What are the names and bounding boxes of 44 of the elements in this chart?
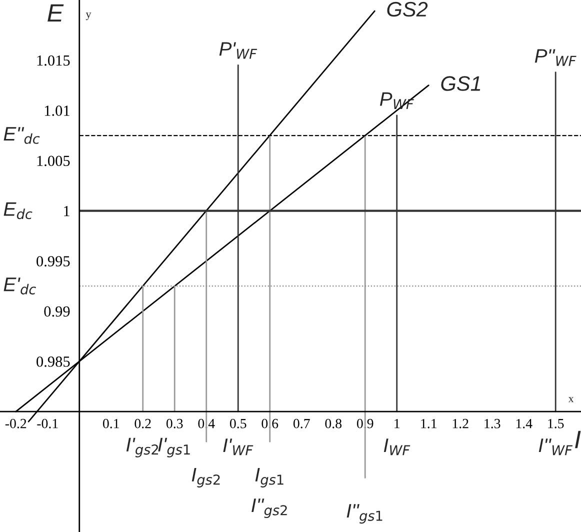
annotation: y [86,12,92,20]
y-tick-label: 0.995 [36,256,70,266]
x-tick-label: -0.2 [5,418,26,428]
annotation: x [568,397,574,402]
annotation: I''$_{gs1}$ [346,504,382,524]
x-tick-label: 0.5 [230,418,246,428]
annotation: I''$_{WF}$ [538,438,573,456]
x-tick-label: 0.7 [293,418,310,428]
y-tick-label: 1 [64,206,70,216]
annotation: P'$_{WF}$ [219,42,258,59]
annotation: I$_{gs2}$ [192,468,220,488]
y-tick-label: 0.99 [44,306,70,317]
x-tick-label: 0.4 [198,418,215,428]
annotation: I''$_{gs2}$ [252,498,287,518]
x-tick-label: 1.3 [484,418,500,428]
y-tick-label: 0.985 [36,356,70,367]
annotation: I$_{gs1}$ [255,468,284,488]
x-tick-label: 1.5 [548,418,564,428]
x-tick-label: 0.8 [325,418,342,428]
x-tick-label: -0.1 [37,418,58,428]
series-label: GS2 [387,2,428,17]
x-axis-title: I [575,430,581,448]
ref-line-label: E'$_{dc}$ [4,278,36,294]
x-tick-label: 0.6 [262,418,278,428]
x-tick-label: 1.2 [452,418,468,428]
annotation: I'$_{gs2}$ [126,438,158,458]
x-tick-label: 0.1 [102,418,119,428]
x-tick-label: 0.9 [356,418,374,428]
x-tick-label: 1 [394,418,400,428]
y-tick-label: 1.015 [37,55,70,66]
annotation: I$_{WF}$ [384,438,410,456]
x-tick-label: 0.2 [134,418,151,428]
annotation: P''$_{WF}$ [534,49,576,66]
y-tick-label: 1.005 [37,156,70,166]
ref-line-label: E''$_{dc}$ [4,127,40,144]
x-tick-label: 1.4 [516,418,532,428]
y-axis-title: E [48,4,64,22]
x-tick-label: 0.3 [166,418,183,428]
y-tick-label: 1.01 [44,106,70,116]
annotation: I'$_{gs1}$ [158,438,190,458]
annotation: I'$_{WF}$ [223,438,254,456]
x-tick-label: 1.1 [421,418,436,428]
series-label: GS1 [441,76,480,91]
ref-line-label: E$_{dc}$ [4,202,32,220]
